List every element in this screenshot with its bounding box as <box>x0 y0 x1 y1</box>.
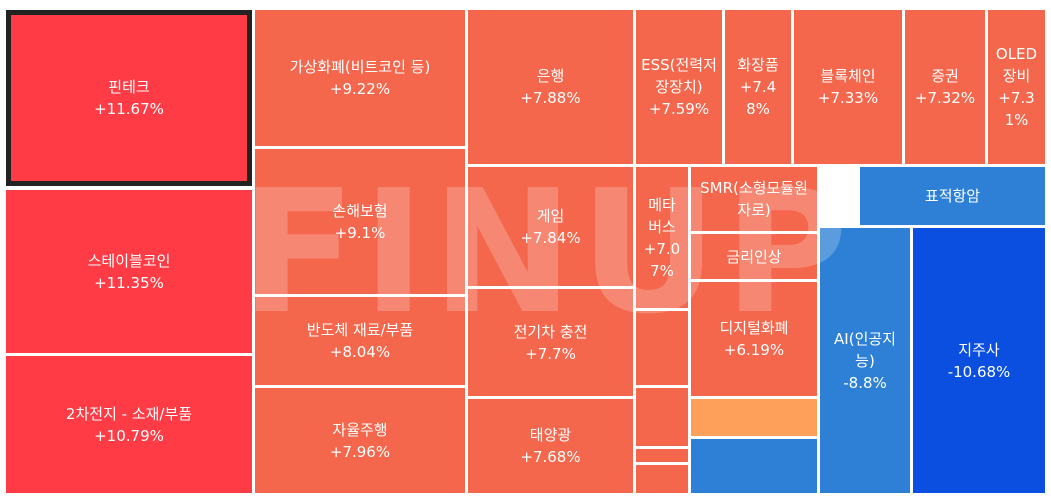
tile-change-label: +11.35% <box>94 273 164 292</box>
tile-name-label: 금리인상 <box>726 247 782 266</box>
tile-화장품[interactable]: 화장품 +7.48% <box>725 10 791 164</box>
tile-change-label: +6.19% <box>723 341 785 359</box>
tile-표적항암[interactable]: 표적항암 <box>860 167 1045 225</box>
tile-name-label: 표적항암 <box>924 187 981 205</box>
tile-블록체인[interactable]: 블록체인 +7.33% <box>794 10 902 164</box>
tile-2차전지-소재-부품[interactable]: 2차전지 - 소재/부품 +10.79% <box>6 356 252 493</box>
tile-change-label: -10.68% <box>947 362 1011 381</box>
tile-name-label: 은행 <box>536 67 565 85</box>
tile-name-label: SMR(소형모듈원자로) <box>700 179 808 219</box>
tile-name-label: 태양광 <box>529 426 572 444</box>
tile-name-label: 디지털화폐 <box>719 319 789 337</box>
tile-ESS-전력저장장치[interactable]: ESS(전력저장장치) +7.59% <box>636 10 722 164</box>
tile-스테이블코인[interactable]: 스테이블코인 +11.35% <box>6 190 252 353</box>
tile-change-label: +7.48% <box>739 78 777 118</box>
tile-unlabeled-28[interactable] <box>691 439 817 493</box>
tile-name-label: 화장품 <box>737 56 779 74</box>
tile-change-label: +7.59% <box>648 100 710 118</box>
tile-name-label: 가상화폐(비트코인 등) <box>289 58 431 76</box>
tile-손해보험[interactable]: 손해보험 +9.1% <box>255 149 465 294</box>
tile-OLED-장비[interactable]: OLED 장비 +7.31% <box>988 10 1045 164</box>
tile-unlabeled-27[interactable] <box>691 399 817 436</box>
tile-name-label: 핀테크 <box>108 78 150 96</box>
tile-change-label: +11.67% <box>94 100 164 118</box>
tile-가상화폐-비트코인-등[interactable]: 가상화폐(비트코인 등) +9.22% <box>255 10 465 146</box>
tile-change-label: +7.33% <box>817 89 879 107</box>
tile-디지털화폐[interactable]: 디지털화폐 +6.19% <box>691 282 817 396</box>
tile-change-label: +7.68% <box>520 448 581 466</box>
tile-name-label: OLED 장비 <box>995 45 1038 85</box>
tile-전기차-충전[interactable]: 전기차 충전 +7.7% <box>468 289 633 396</box>
tile-자율주행[interactable]: 자율주행 +7.96% <box>255 388 465 493</box>
tile-SMR-소형모듈원자로[interactable]: SMR(소형모듈원자로) <box>691 167 817 231</box>
tile-change-label: -8.8% <box>843 373 887 392</box>
tile-메타버스[interactable]: 메타버스 +7.07% <box>636 167 688 308</box>
tile-증권[interactable]: 증권 +7.32% <box>905 10 985 164</box>
tile-name-label: ESS(전력저장장치) <box>641 56 717 96</box>
tile-unlabeled-24[interactable] <box>636 388 688 446</box>
tile-지주사[interactable]: 지주사 -10.68% <box>913 228 1045 493</box>
tile-name-label: 자율주행 <box>332 420 388 439</box>
tile-change-label: +7.96% <box>329 442 391 461</box>
tile-change-label: +10.79% <box>94 426 164 445</box>
tile-change-label: +9.22% <box>329 80 391 98</box>
tile-unlabeled-25[interactable] <box>636 449 688 462</box>
tile-게임[interactable]: 게임 +7.84% <box>468 167 633 286</box>
tile-name-label: 스테이블코인 <box>87 251 171 270</box>
tile-name-label: 손해보험 <box>332 201 388 220</box>
tile-change-label: +7.31% <box>998 89 1035 129</box>
tile-change-label: +9.1% <box>334 223 386 242</box>
tile-핀테크[interactable]: 핀테크 +11.67% <box>6 10 252 186</box>
tile-name-label: 증권 <box>931 67 959 85</box>
tile-name-label: 블록체인 <box>820 67 876 85</box>
tile-금리인상[interactable]: 금리인상 <box>691 234 817 279</box>
tile-change-label: +7.07% <box>643 239 681 280</box>
tile-change-label: +7.84% <box>520 228 581 247</box>
tile-change-label: +7.7% <box>525 344 576 363</box>
tile-반도체-재료-부품[interactable]: 반도체 재료/부품 +8.04% <box>255 297 465 385</box>
tile-name-label: 전기차 충전 <box>513 322 588 341</box>
tile-name-label: 반도체 재료/부품 <box>306 321 414 339</box>
tile-unlabeled-23[interactable] <box>636 311 688 385</box>
tile-은행[interactable]: 은행 +7.88% <box>468 10 633 164</box>
tile-name-label: 게임 <box>536 206 565 225</box>
tile-AI-인공지능[interactable]: AI(인공지능) -8.8% <box>820 228 910 493</box>
tile-name-label: AI(인공지능) <box>834 329 896 370</box>
tile-change-label: +8.04% <box>329 343 391 361</box>
tile-name-label: 2차전지 - 소재/부품 <box>65 404 193 423</box>
tile-unlabeled-26[interactable] <box>636 465 688 493</box>
tile-change-label: +7.88% <box>520 89 581 107</box>
tile-태양광[interactable]: 태양광 +7.68% <box>468 399 633 493</box>
tile-name-label: 지주사 <box>958 340 1000 359</box>
tile-change-label: +7.32% <box>914 89 976 107</box>
tile-name-label: 메타버스 <box>648 195 676 236</box>
